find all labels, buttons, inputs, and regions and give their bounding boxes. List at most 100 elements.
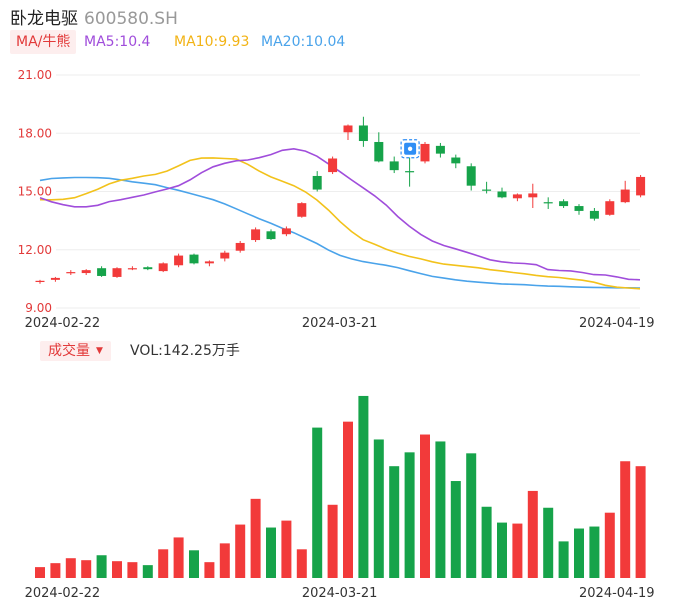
volume-bar bbox=[142, 565, 153, 578]
candle bbox=[358, 116, 368, 147]
volume-tab-label: 成交量 bbox=[48, 343, 90, 359]
candle bbox=[528, 183, 538, 209]
candle bbox=[81, 269, 91, 275]
volume-bar bbox=[127, 562, 138, 578]
candle bbox=[251, 227, 261, 242]
volume-bar bbox=[189, 550, 199, 578]
candle bbox=[158, 262, 168, 273]
volume-bar bbox=[604, 512, 615, 578]
volume-value: VOL:142.25万手 bbox=[130, 343, 240, 359]
volume-bar bbox=[466, 453, 477, 578]
candlestick-chart[interactable]: 21.00 18.00 15.00 12.00 9.00 2024-02-22 2024-… bbox=[0, 0, 686, 330]
candle bbox=[559, 199, 569, 209]
candle bbox=[589, 208, 599, 221]
candle bbox=[328, 156, 338, 175]
volume-bar bbox=[65, 558, 76, 578]
ma10-value: MA10:9.93 bbox=[174, 34, 250, 50]
y-tick-label: 9.00 bbox=[25, 301, 52, 315]
candle bbox=[312, 171, 322, 192]
candle bbox=[512, 193, 522, 202]
candle bbox=[50, 276, 60, 282]
candle bbox=[574, 204, 584, 215]
volume-bar bbox=[50, 563, 61, 578]
ma20-value: MA20:10.04 bbox=[261, 34, 346, 50]
candle bbox=[466, 163, 476, 191]
volume-bar bbox=[281, 520, 292, 578]
volume-indicator-tab[interactable]: 成交量 ▼ bbox=[40, 341, 111, 361]
ma10-line bbox=[39, 157, 641, 290]
x-tick-label: 2024-02-22 bbox=[25, 586, 101, 601]
volume-bar bbox=[589, 526, 600, 578]
candle bbox=[343, 124, 353, 141]
candle bbox=[66, 270, 76, 275]
volume-bar bbox=[373, 439, 384, 578]
candle bbox=[620, 180, 630, 204]
candle bbox=[543, 197, 553, 209]
volume-bar bbox=[266, 527, 276, 578]
volume-bar bbox=[543, 507, 554, 578]
volume-bar bbox=[635, 466, 646, 578]
candle bbox=[220, 250, 230, 262]
candle bbox=[420, 141, 430, 164]
candle bbox=[235, 241, 245, 253]
volume-bar bbox=[450, 481, 461, 578]
volume-bar bbox=[250, 498, 261, 578]
volume-bar bbox=[558, 541, 569, 578]
volume-bar bbox=[497, 522, 507, 578]
x-tick-label: 2024-04-19 bbox=[579, 316, 655, 330]
candle bbox=[97, 266, 107, 277]
candle bbox=[112, 267, 122, 278]
volume-bar bbox=[158, 549, 169, 578]
candle bbox=[35, 279, 45, 284]
candle bbox=[281, 226, 291, 237]
volume-bar bbox=[404, 452, 415, 578]
event-marker-icon[interactable] bbox=[400, 139, 420, 159]
candle bbox=[636, 174, 646, 198]
volume-bar bbox=[204, 562, 215, 578]
x-tick-label: 2024-03-21 bbox=[302, 586, 378, 601]
x-tick-label: 2024-03-21 bbox=[302, 316, 378, 330]
volume-bar bbox=[358, 395, 369, 578]
candle bbox=[405, 157, 415, 187]
y-tick-label: 21.00 bbox=[18, 68, 52, 82]
volume-bar bbox=[81, 560, 92, 578]
ma-indicator-tab[interactable]: MA/牛熊 bbox=[10, 30, 77, 54]
volume-bar bbox=[173, 537, 184, 578]
volume-bar bbox=[35, 567, 45, 578]
stock-name: 卧龙电驱 bbox=[10, 9, 78, 29]
stock-title: 卧龙电驱 600580.SH bbox=[10, 4, 178, 29]
candle bbox=[297, 202, 307, 218]
volume-bar bbox=[512, 523, 523, 578]
volume-bar bbox=[327, 504, 338, 578]
stock-code: 600580.SH bbox=[84, 9, 178, 29]
candle bbox=[482, 181, 492, 194]
ma5-value: MA5:10.4 bbox=[84, 34, 151, 50]
y-tick-label: 12.00 bbox=[18, 243, 52, 257]
y-tick-label: 18.00 bbox=[18, 126, 52, 140]
volume-bar bbox=[389, 466, 400, 578]
volume-bar bbox=[481, 506, 492, 578]
candle bbox=[605, 199, 615, 216]
volume-bar bbox=[296, 549, 307, 578]
volume-bar bbox=[343, 421, 353, 578]
volume-bar bbox=[435, 441, 446, 578]
candle bbox=[266, 229, 276, 241]
volume-bar bbox=[312, 427, 323, 578]
volume-bar bbox=[420, 434, 430, 578]
candle bbox=[497, 187, 507, 199]
candle bbox=[451, 154, 461, 169]
volume-bar bbox=[574, 528, 584, 578]
x-tick-label: 2024-02-22 bbox=[25, 316, 101, 330]
y-tick-label: 15.00 bbox=[18, 185, 52, 199]
candle bbox=[127, 266, 137, 271]
ma20-line bbox=[39, 176, 641, 289]
candle bbox=[189, 253, 199, 265]
volume-bar bbox=[235, 524, 246, 578]
volume-bar bbox=[96, 555, 107, 578]
candle bbox=[204, 260, 214, 267]
candle bbox=[389, 156, 399, 174]
volume-bar bbox=[620, 461, 631, 578]
volume-bar bbox=[112, 561, 122, 578]
candle bbox=[143, 266, 153, 271]
candle bbox=[435, 142, 445, 158]
